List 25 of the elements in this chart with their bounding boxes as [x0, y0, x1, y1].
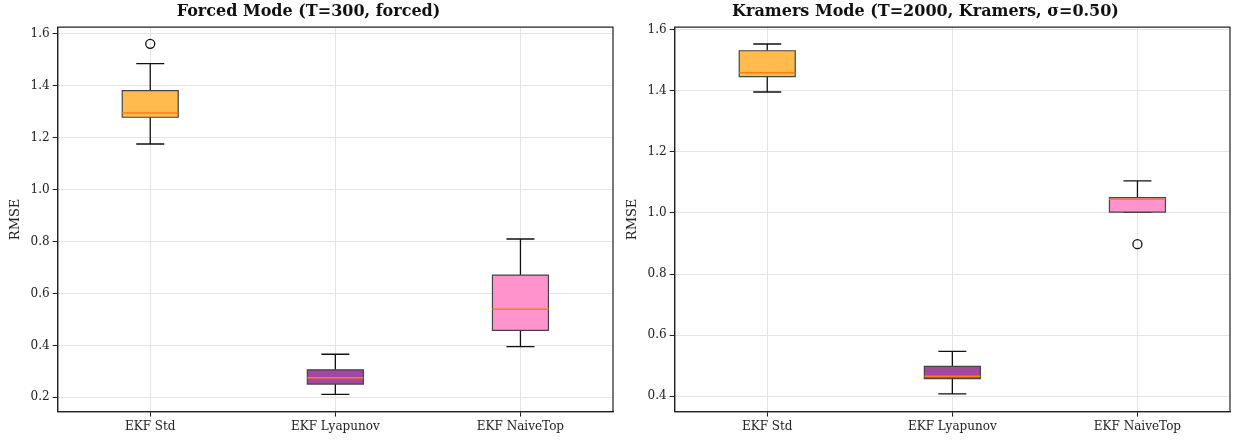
y-tick-label: 0.8: [647, 266, 667, 281]
x-tick-label: EKF Std: [124, 418, 176, 433]
y-axis-title: RMSE: [624, 198, 640, 241]
x-tick-label: EKF Lyapunov: [290, 418, 380, 433]
y-tick-label: 1.0: [30, 181, 50, 196]
chart-title: Forced Mode (T=300, forced): [176, 0, 441, 20]
x-tick-label: EKF NaiveTop: [1093, 418, 1182, 433]
y-tick-label: 1.0: [647, 205, 667, 220]
y-tick-label: 1.2: [30, 129, 50, 144]
x-tick-label: EKF Std: [741, 418, 793, 433]
y-tick-label: 1.4: [30, 77, 51, 92]
y-axis-title: RMSE: [7, 198, 23, 241]
x-tick-label: EKF NaiveTop: [476, 418, 565, 433]
y-tick-label: 0.4: [30, 337, 51, 352]
y-tick-label: 0.8: [30, 233, 50, 248]
y-tick-label: 1.2: [647, 144, 667, 158]
y-tick-label: 1.6: [30, 26, 50, 41]
y-tick-label: 0.6: [30, 285, 50, 300]
y-tick-label: 1.6: [647, 21, 667, 36]
y-tick-label: 1.4: [647, 82, 668, 97]
y-tick-label: 0.4: [647, 388, 668, 403]
y-tick-label: 0.2: [30, 389, 50, 404]
x-tick-label: EKF Lyapunov: [907, 418, 997, 433]
y-tick-label: 0.6: [647, 327, 667, 342]
chart-title: Kramers Mode (T=2000, Kramers, σ=0.50): [732, 0, 1119, 20]
